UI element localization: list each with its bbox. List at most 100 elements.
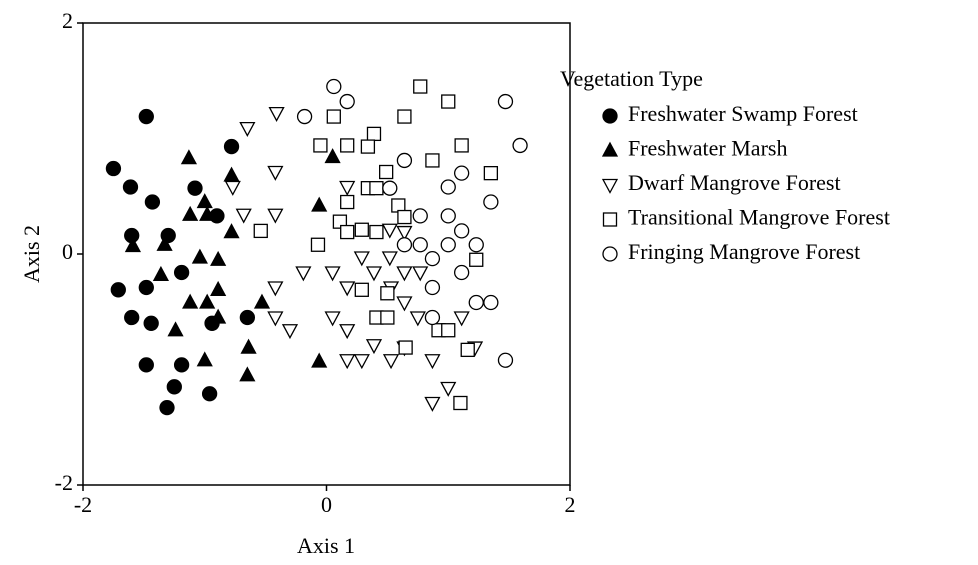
point: [512, 137, 528, 154]
point: [453, 264, 470, 281]
point: [138, 108, 154, 125]
x-tick-label: -2: [74, 492, 92, 517]
point: [424, 250, 441, 267]
point: [324, 311, 341, 327]
point: [144, 194, 161, 210]
point: [143, 315, 159, 331]
point: [340, 194, 355, 210]
point: [210, 308, 227, 324]
point: [210, 250, 227, 266]
point: [324, 266, 341, 282]
point: [196, 193, 213, 209]
point: [240, 338, 257, 354]
point: [210, 280, 227, 296]
point: [173, 357, 190, 373]
point: [296, 108, 313, 125]
legend-title: Vegetation Type: [560, 66, 703, 91]
point: [424, 309, 441, 326]
point: [324, 148, 341, 164]
point: [313, 138, 328, 153]
legend-marker: [602, 108, 618, 124]
point: [110, 282, 126, 298]
point: [497, 352, 514, 368]
point: [440, 237, 456, 253]
point: [180, 149, 198, 165]
point: [397, 109, 412, 124]
point: [182, 205, 199, 221]
point: [339, 281, 356, 297]
point: [223, 166, 240, 182]
legend-label: Fringing Mangrove Forest: [628, 239, 860, 264]
point: [122, 179, 139, 195]
point: [173, 264, 190, 281]
point: [369, 224, 384, 240]
point: [396, 237, 413, 253]
legend-label: Freshwater Marsh: [628, 136, 787, 161]
point: [382, 354, 400, 370]
point: [353, 354, 370, 370]
point: [187, 180, 203, 196]
y-axis-label: Axis 2: [19, 225, 44, 283]
point: [239, 309, 256, 326]
point: [339, 354, 356, 370]
point: [267, 165, 284, 181]
point: [199, 205, 216, 221]
point: [253, 223, 268, 239]
point: [311, 352, 328, 368]
point: [409, 311, 426, 327]
y-tick-label: 2: [62, 8, 73, 33]
point: [235, 208, 252, 224]
point: [412, 237, 428, 253]
point: [454, 138, 469, 153]
point: [311, 196, 328, 212]
y-tick-label: -2: [55, 470, 73, 495]
point: [281, 324, 299, 340]
legend-marker: [601, 178, 619, 194]
point: [365, 339, 383, 355]
point: [267, 281, 284, 297]
point: [124, 309, 140, 326]
point: [166, 379, 182, 395]
point: [424, 396, 441, 412]
point: [380, 310, 395, 325]
point: [425, 153, 440, 168]
point: [339, 93, 355, 110]
point: [267, 208, 284, 224]
point: [199, 293, 216, 309]
point: [353, 251, 370, 267]
point: [339, 324, 356, 340]
point: [398, 340, 413, 355]
point: [440, 381, 457, 397]
point: [469, 252, 484, 267]
point: [453, 165, 470, 181]
point: [379, 164, 394, 180]
point: [267, 311, 284, 327]
x-tick-label: 2: [565, 492, 576, 517]
point: [396, 225, 413, 241]
point: [156, 235, 173, 251]
point: [380, 286, 395, 301]
point: [223, 138, 240, 155]
point: [424, 354, 441, 370]
legend-label: Dwarf Mangrove Forest: [628, 170, 841, 195]
point: [460, 342, 475, 358]
x-tick-label: 0: [321, 492, 332, 517]
point: [396, 152, 413, 169]
point: [159, 399, 175, 416]
point: [424, 279, 441, 296]
legend-label: Freshwater Swamp Forest: [628, 101, 858, 126]
point: [182, 293, 199, 309]
point: [381, 251, 398, 267]
legend-marker: [602, 246, 618, 262]
point: [369, 181, 384, 196]
point: [224, 180, 241, 196]
point: [354, 222, 369, 237]
y-tick-label: 0: [62, 239, 73, 264]
point: [310, 237, 326, 252]
point: [340, 224, 355, 240]
point: [412, 266, 429, 282]
point: [396, 266, 413, 282]
legend-marker: [601, 141, 619, 157]
legend-marker: [602, 212, 618, 227]
point: [253, 293, 271, 309]
